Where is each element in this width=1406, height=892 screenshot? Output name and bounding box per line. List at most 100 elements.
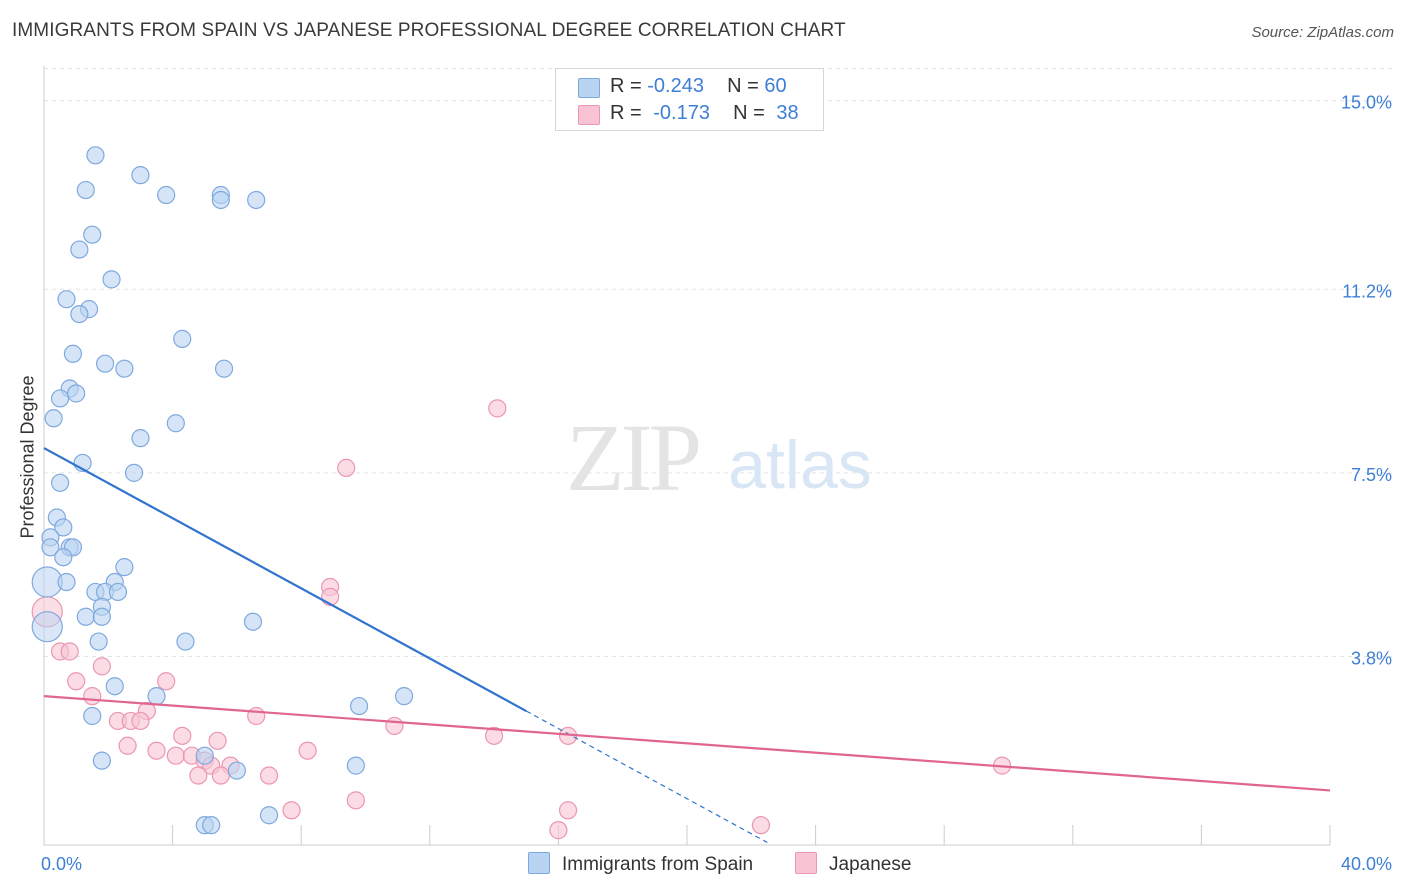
chart-source: Source: ZipAtlas.com	[1251, 24, 1394, 41]
bottom-legend-japanese: Japanese	[795, 852, 911, 876]
spain-point	[67, 384, 86, 403]
spain-point	[176, 632, 195, 651]
japanese-point	[485, 726, 504, 745]
gridlines	[44, 67, 1392, 657]
spain-point	[57, 572, 76, 592]
japanese-point	[298, 741, 317, 760]
spain-point	[346, 756, 365, 775]
spain-point	[227, 761, 246, 780]
spain-point	[349, 696, 369, 716]
spain-point	[173, 329, 192, 348]
legend-r-label: R =	[610, 75, 642, 97]
bottom-legend-label-japanese: Japanese	[829, 854, 912, 875]
spain-point	[70, 304, 89, 324]
legend-r-value-spain: -0.243	[647, 75, 704, 97]
japanese-point	[346, 791, 365, 810]
legend-swatch-spain	[578, 78, 600, 98]
spain-point	[147, 687, 166, 706]
japanese-point	[488, 399, 507, 418]
trend-line-japanese	[43, 695, 1331, 792]
spain-point	[44, 409, 63, 428]
spain-point	[76, 607, 95, 626]
y-tick-label: 7.5%	[1351, 465, 1392, 485]
japanese-point	[118, 736, 137, 755]
japanese-point	[166, 746, 185, 765]
legend-r-label: R =	[610, 102, 642, 124]
spain-point	[115, 558, 134, 577]
spain-point	[50, 473, 70, 492]
spain-point	[57, 290, 76, 309]
spain-point	[54, 548, 73, 567]
japanese-point	[60, 642, 79, 661]
japanese-point	[147, 741, 166, 760]
spain-point	[50, 389, 70, 408]
spain-point	[54, 518, 73, 537]
spain-point	[157, 185, 176, 205]
japanese-point	[282, 801, 301, 820]
legend-r-value-japanese: -0.173	[653, 102, 710, 124]
spain-point	[92, 751, 111, 770]
series-immigrants-from-spain	[31, 146, 414, 835]
japanese-point	[385, 716, 404, 736]
watermark-atlas: atlas	[728, 427, 872, 503]
spain-point	[70, 240, 89, 259]
legend-swatch-japanese	[578, 105, 600, 125]
japanese-point	[211, 766, 230, 785]
japanese-point	[259, 766, 279, 785]
spain-point	[211, 190, 230, 210]
tick-labels: 3.8% 7.5% 11.2% 15.0% 0.0% 40.0%	[41, 93, 1392, 874]
spain-point	[108, 582, 128, 602]
spain-point	[247, 190, 266, 210]
legend-n-label: N =	[727, 75, 759, 97]
spain-point	[259, 806, 279, 825]
legend-n-value-spain: 60	[764, 75, 787, 97]
spain-point	[214, 359, 234, 378]
x-tick-label-max: 40.0%	[1341, 854, 1392, 874]
japanese-point	[92, 657, 111, 676]
japanese-point	[751, 816, 771, 835]
bottom-legend-label-spain: Immigrants from Spain	[562, 854, 754, 875]
japanese-point	[189, 766, 208, 785]
correlation-legend: R = -0.243 N = 60 R = -0.173 N = 38	[555, 68, 824, 131]
spain-point	[86, 146, 105, 165]
legend-n-value-japanese: 38	[776, 102, 799, 124]
spain-point	[63, 344, 83, 363]
spain-point	[243, 612, 263, 631]
spain-point	[202, 816, 221, 835]
trend-lines	[43, 447, 1331, 844]
japanese-point	[558, 801, 578, 820]
bottom-legend-swatch-spain	[528, 852, 550, 874]
japanese-point	[247, 706, 266, 726]
japanese-point	[83, 687, 102, 706]
chart-title: IMMIGRANTS FROM SPAIN VS JAPANESE PROFES…	[12, 20, 846, 41]
spain-point	[76, 180, 95, 200]
japanese-point	[67, 672, 86, 691]
japanese-point	[173, 726, 192, 745]
trend-line-spain-extension	[525, 710, 768, 844]
spain-point	[31, 611, 63, 643]
watermark-zip: ZIP	[566, 404, 699, 511]
japanese-point	[208, 731, 227, 750]
spain-point	[92, 607, 111, 626]
spain-point	[95, 354, 115, 373]
y-tick-label: 11.2%	[1342, 281, 1392, 301]
spain-point	[166, 414, 185, 433]
y-tick-label: 3.8%	[1351, 648, 1392, 668]
bottom-legend-swatch-japanese	[795, 852, 817, 874]
spain-point	[83, 225, 102, 244]
spain-point	[105, 677, 124, 696]
spain-point	[83, 706, 102, 726]
japanese-point	[131, 711, 150, 731]
y-tick-label: 15.0%	[1341, 93, 1392, 113]
watermark: ZIP atlas	[566, 404, 872, 511]
spain-point	[124, 463, 144, 482]
spain-point	[131, 429, 150, 448]
x-tick-label-min: 0.0%	[41, 854, 82, 874]
spain-point	[131, 166, 150, 185]
spain-point	[102, 270, 121, 289]
spain-point	[89, 632, 108, 651]
spain-point	[41, 538, 60, 557]
spain-point	[115, 359, 134, 378]
trend-line-spain	[43, 447, 527, 712]
japanese-point	[549, 821, 568, 840]
